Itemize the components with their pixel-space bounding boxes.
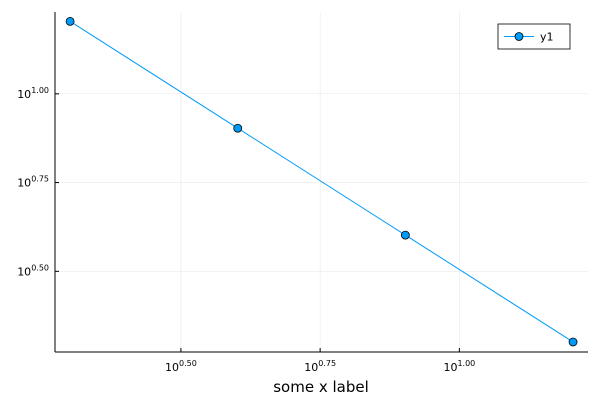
tick-label: 100.50	[17, 263, 49, 278]
tick-label-exponent: 0.50	[31, 263, 49, 272]
marker	[568, 337, 578, 347]
legend-marker	[514, 32, 524, 41]
marker	[65, 16, 75, 26]
tick-label-base: 10	[17, 88, 31, 101]
tick-label: 101.00	[17, 86, 49, 101]
legend-label: y1	[540, 31, 554, 44]
tick-label-base: 10	[17, 177, 31, 190]
tick-label: 100.50	[165, 359, 197, 374]
marker	[400, 230, 410, 240]
tick-label-exponent: 0.50	[179, 359, 197, 368]
tick-label-base: 10	[165, 361, 179, 374]
line	[69, 20, 574, 343]
tick-label-base: 10	[17, 265, 31, 278]
tick-label-exponent: 1.00	[31, 86, 49, 95]
x-axis-label: some x label	[273, 378, 369, 396]
tick-label: 100.75	[304, 359, 336, 374]
tick-label-base: 10	[304, 361, 318, 374]
tick-label-base: 10	[443, 361, 457, 374]
tick-label-exponent: 0.75	[31, 175, 49, 184]
tick-label-exponent: 0.75	[318, 359, 336, 368]
tick-label: 100.75	[17, 175, 49, 190]
marker	[233, 123, 243, 133]
tick-label: 101.00	[443, 359, 475, 374]
tick-label-exponent: 1.00	[457, 359, 475, 368]
